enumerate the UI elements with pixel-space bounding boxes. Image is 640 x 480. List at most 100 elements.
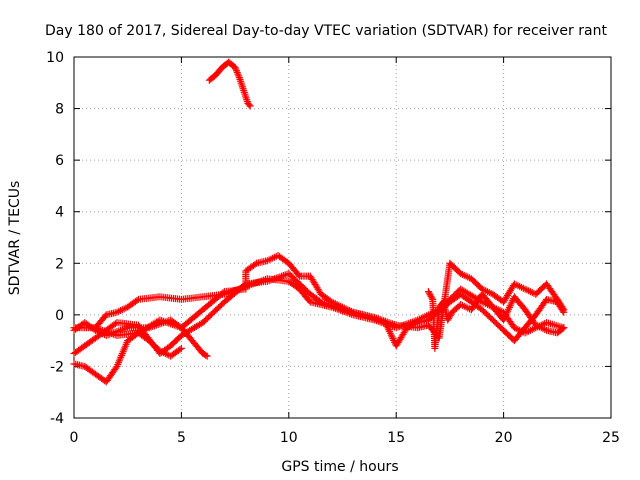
- trace-marker: [390, 321, 398, 329]
- trace-marker: [142, 334, 150, 342]
- data-point: [246, 102, 254, 110]
- plot-area: [70, 58, 568, 386]
- trace-marker: [111, 366, 119, 374]
- trace-marker: [541, 325, 549, 333]
- trace-marker: [426, 291, 434, 299]
- trace-marker: [240, 88, 248, 96]
- trace-marker: [497, 313, 505, 321]
- trace-marker: [446, 261, 454, 269]
- y-axis-label: SDTVAR / TECUs: [7, 181, 23, 296]
- trace-marker: [369, 313, 377, 321]
- trace-marker: [186, 334, 194, 342]
- trace-marker: [122, 324, 130, 332]
- trace-marker: [261, 278, 269, 286]
- trace-marker: [229, 61, 237, 69]
- trace-marker: [325, 296, 333, 304]
- trace-marker: [454, 303, 462, 311]
- trace-marker: [559, 304, 567, 312]
- trace-marker: [497, 324, 505, 332]
- trace-marker: [508, 321, 516, 329]
- trace-marker: [175, 334, 183, 342]
- trace-marker: [243, 98, 251, 106]
- trace-marker: [100, 314, 108, 322]
- y-tick-label: 0: [55, 308, 64, 324]
- trace-marker: [88, 336, 96, 344]
- trace-marker: [282, 257, 290, 265]
- trace-marker: [530, 318, 538, 326]
- trace-marker: [551, 292, 559, 300]
- trace-marker: [445, 314, 453, 322]
- trace-marker: [445, 313, 453, 321]
- trace-marker: [233, 67, 241, 75]
- trace-marker: [428, 294, 436, 302]
- trace-marker: [435, 305, 443, 313]
- trace-marker: [174, 347, 182, 355]
- trace-marker: [133, 296, 141, 304]
- trace-marker: [217, 290, 225, 298]
- trace-marker: [216, 66, 224, 74]
- trace-marker: [235, 72, 243, 80]
- trace-marker: [196, 321, 204, 329]
- series-trace-g: [205, 58, 254, 110]
- x-tick-label: 15: [387, 430, 405, 446]
- trace-marker: [475, 303, 483, 311]
- trace-marker: [423, 322, 431, 330]
- y-tick-label: 4: [55, 205, 64, 221]
- y-tick-label: 2: [55, 256, 64, 272]
- trace-marker: [196, 308, 204, 316]
- series-trace-b: [70, 270, 568, 358]
- trace-marker: [232, 65, 240, 73]
- x-tick-label: 10: [280, 430, 298, 446]
- trace-marker: [557, 326, 565, 334]
- trace-marker: [219, 289, 227, 297]
- trace-marker: [164, 344, 172, 352]
- trace-marker: [454, 292, 462, 300]
- trace-marker: [251, 260, 259, 268]
- trace-marker: [486, 300, 494, 308]
- gridlines: [74, 57, 611, 418]
- trace-marker: [238, 81, 246, 89]
- trace-marker: [519, 284, 527, 292]
- trace-marker: [314, 296, 322, 304]
- trace-marker: [176, 345, 184, 353]
- data-point: [240, 87, 248, 95]
- x-tick-label: 0: [70, 430, 79, 446]
- data-point: [424, 288, 432, 296]
- trace-marker: [241, 90, 249, 98]
- trace-marker: [519, 303, 527, 311]
- trace-marker: [427, 292, 435, 300]
- tick-labels: 0 5 10 15 20 25 -4 -2 0 2 4 6 8 10: [46, 50, 620, 446]
- trace-marker: [99, 376, 107, 384]
- plot-frame: [73, 56, 612, 419]
- trace-marker: [202, 351, 210, 359]
- trace-marker: [234, 70, 242, 78]
- trace-marker: [315, 287, 323, 295]
- trace-marker: [111, 309, 119, 317]
- trace-marker: [79, 362, 87, 370]
- axes: [73, 56, 612, 419]
- trace-marker: [475, 282, 483, 290]
- trace-marker: [196, 347, 204, 355]
- trace-marker: [153, 318, 161, 326]
- trace-marker: [283, 277, 291, 285]
- trace-marker: [262, 257, 270, 265]
- y-tick-label: 10: [46, 50, 64, 66]
- trace-marker: [153, 344, 161, 352]
- trace-marker: [242, 92, 250, 100]
- trace-marker: [304, 295, 312, 303]
- y-tick-label: 8: [55, 102, 64, 118]
- trace-marker: [540, 298, 548, 306]
- trace-marker: [293, 269, 301, 277]
- trace-marker: [200, 350, 208, 358]
- trace-marker: [292, 283, 300, 291]
- trace-marker: [552, 328, 560, 336]
- trace-marker: [233, 68, 241, 76]
- chart-title: Day 180 of 2017, Sidereal Day-to-day VTE…: [45, 23, 607, 39]
- trace-marker: [131, 298, 139, 306]
- trace-marker: [347, 307, 355, 315]
- trace-marker: [454, 267, 462, 275]
- series-trace-d: [70, 329, 185, 386]
- trace-marker: [250, 261, 258, 269]
- trace-marker: [508, 283, 516, 291]
- trace-marker: [237, 79, 245, 87]
